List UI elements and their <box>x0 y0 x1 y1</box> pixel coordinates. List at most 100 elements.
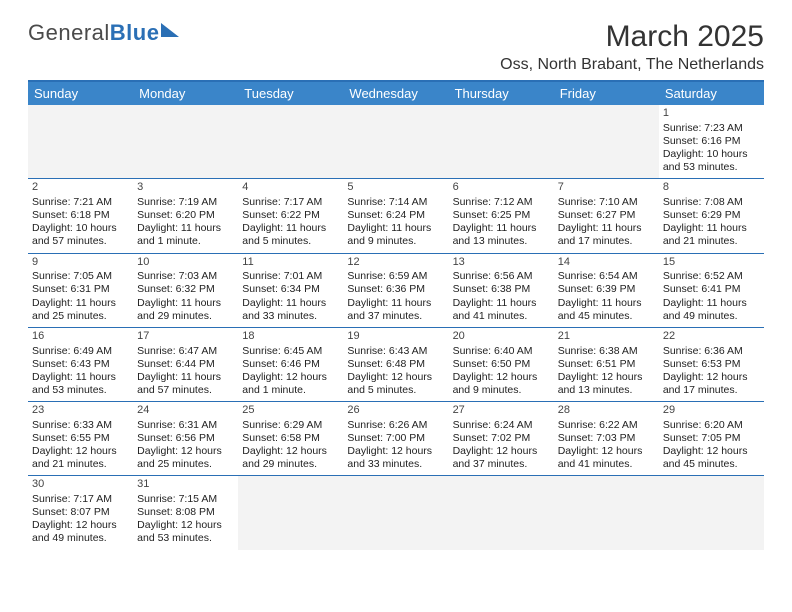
sunset-text: Sunset: 6:58 PM <box>242 432 339 445</box>
sunset-text: Sunset: 6:34 PM <box>242 283 339 296</box>
daylight-text: Daylight: 12 hours and 29 minutes. <box>242 445 339 471</box>
day-number: 16 <box>32 330 129 344</box>
sunset-text: Sunset: 7:03 PM <box>558 432 655 445</box>
day-number: 4 <box>242 181 339 195</box>
calendar-cell: 21Sunrise: 6:38 AMSunset: 6:51 PMDayligh… <box>554 327 659 401</box>
calendar-cell: 2Sunrise: 7:21 AMSunset: 6:18 PMDaylight… <box>28 179 133 253</box>
day-number: 26 <box>347 404 444 418</box>
day-number: 29 <box>663 404 760 418</box>
daylight-text: Daylight: 12 hours and 9 minutes. <box>453 371 550 397</box>
sunset-text: Sunset: 6:46 PM <box>242 358 339 371</box>
day-number: 18 <box>242 330 339 344</box>
sunset-text: Sunset: 8:08 PM <box>137 506 234 519</box>
daylight-text: Daylight: 11 hours and 53 minutes. <box>32 371 129 397</box>
calendar-cell <box>343 105 448 179</box>
day-number: 27 <box>453 404 550 418</box>
daylight-text: Daylight: 12 hours and 33 minutes. <box>347 445 444 471</box>
calendar-cell: 19Sunrise: 6:43 AMSunset: 6:48 PMDayligh… <box>343 327 448 401</box>
sunrise-text: Sunrise: 7:05 AM <box>32 270 129 283</box>
sunset-text: Sunset: 6:38 PM <box>453 283 550 296</box>
sunset-text: Sunset: 6:50 PM <box>453 358 550 371</box>
day-number: 22 <box>663 330 760 344</box>
calendar-cell <box>28 105 133 179</box>
day-number: 3 <box>137 181 234 195</box>
daylight-text: Daylight: 11 hours and 45 minutes. <box>558 297 655 323</box>
daylight-text: Daylight: 12 hours and 17 minutes. <box>663 371 760 397</box>
calendar-cell: 9Sunrise: 7:05 AMSunset: 6:31 PMDaylight… <box>28 253 133 327</box>
daylight-text: Daylight: 12 hours and 25 minutes. <box>137 445 234 471</box>
day-number: 11 <box>242 256 339 270</box>
daylight-text: Daylight: 11 hours and 21 minutes. <box>663 222 760 248</box>
day-number: 10 <box>137 256 234 270</box>
sunrise-text: Sunrise: 6:49 AM <box>32 345 129 358</box>
sunset-text: Sunset: 6:44 PM <box>137 358 234 371</box>
daylight-text: Daylight: 11 hours and 33 minutes. <box>242 297 339 323</box>
calendar-cell <box>238 476 343 550</box>
day-header: Wednesday <box>343 82 448 105</box>
sunrise-text: Sunrise: 7:08 AM <box>663 196 760 209</box>
daylight-text: Daylight: 11 hours and 17 minutes. <box>558 222 655 248</box>
daylight-text: Daylight: 11 hours and 49 minutes. <box>663 297 760 323</box>
calendar-cell <box>449 476 554 550</box>
calendar-cell: 25Sunrise: 6:29 AMSunset: 6:58 PMDayligh… <box>238 402 343 476</box>
sunset-text: Sunset: 6:43 PM <box>32 358 129 371</box>
daylight-text: Daylight: 11 hours and 5 minutes. <box>242 222 339 248</box>
daylight-text: Daylight: 12 hours and 21 minutes. <box>32 445 129 471</box>
sunrise-text: Sunrise: 7:12 AM <box>453 196 550 209</box>
sunrise-text: Sunrise: 6:33 AM <box>32 419 129 432</box>
daylight-text: Daylight: 10 hours and 57 minutes. <box>32 222 129 248</box>
day-header-row: Sunday Monday Tuesday Wednesday Thursday… <box>28 82 764 105</box>
sunset-text: Sunset: 6:16 PM <box>663 135 760 148</box>
calendar-table: Sunday Monday Tuesday Wednesday Thursday… <box>28 82 764 550</box>
calendar-cell <box>449 105 554 179</box>
sunset-text: Sunset: 6:27 PM <box>558 209 655 222</box>
sunrise-text: Sunrise: 7:15 AM <box>137 493 234 506</box>
daylight-text: Daylight: 11 hours and 37 minutes. <box>347 297 444 323</box>
day-header: Thursday <box>449 82 554 105</box>
sunset-text: Sunset: 6:39 PM <box>558 283 655 296</box>
calendar-week: 16Sunrise: 6:49 AMSunset: 6:43 PMDayligh… <box>28 327 764 401</box>
sunrise-text: Sunrise: 6:29 AM <box>242 419 339 432</box>
day-number: 17 <box>137 330 234 344</box>
daylight-text: Daylight: 11 hours and 25 minutes. <box>32 297 129 323</box>
calendar-cell: 8Sunrise: 7:08 AMSunset: 6:29 PMDaylight… <box>659 179 764 253</box>
day-number: 25 <box>242 404 339 418</box>
day-number: 13 <box>453 256 550 270</box>
calendar-cell: 17Sunrise: 6:47 AMSunset: 6:44 PMDayligh… <box>133 327 238 401</box>
calendar-cell: 7Sunrise: 7:10 AMSunset: 6:27 PMDaylight… <box>554 179 659 253</box>
sunrise-text: Sunrise: 6:38 AM <box>558 345 655 358</box>
sunrise-text: Sunrise: 7:01 AM <box>242 270 339 283</box>
calendar-week: 23Sunrise: 6:33 AMSunset: 6:55 PMDayligh… <box>28 402 764 476</box>
daylight-text: Daylight: 12 hours and 37 minutes. <box>453 445 550 471</box>
sunset-text: Sunset: 6:32 PM <box>137 283 234 296</box>
sunset-text: Sunset: 6:53 PM <box>663 358 760 371</box>
sunrise-text: Sunrise: 6:31 AM <box>137 419 234 432</box>
day-number: 30 <box>32 478 129 492</box>
sunset-text: Sunset: 7:02 PM <box>453 432 550 445</box>
day-number: 7 <box>558 181 655 195</box>
logo-text-general: General <box>28 20 110 45</box>
sunrise-text: Sunrise: 6:20 AM <box>663 419 760 432</box>
daylight-text: Daylight: 11 hours and 29 minutes. <box>137 297 234 323</box>
daylight-text: Daylight: 12 hours and 5 minutes. <box>347 371 444 397</box>
calendar-cell: 1Sunrise: 7:23 AMSunset: 6:16 PMDaylight… <box>659 105 764 179</box>
sunset-text: Sunset: 6:29 PM <box>663 209 760 222</box>
calendar-cell: 16Sunrise: 6:49 AMSunset: 6:43 PMDayligh… <box>28 327 133 401</box>
sunrise-text: Sunrise: 7:21 AM <box>32 196 129 209</box>
logo-text-blue: Blue <box>110 20 160 45</box>
header: GeneralBlue March 2025 Oss, North Braban… <box>28 20 764 74</box>
sunset-text: Sunset: 6:24 PM <box>347 209 444 222</box>
daylight-text: Daylight: 11 hours and 57 minutes. <box>137 371 234 397</box>
calendar-cell: 27Sunrise: 6:24 AMSunset: 7:02 PMDayligh… <box>449 402 554 476</box>
sunset-text: Sunset: 6:31 PM <box>32 283 129 296</box>
daylight-text: Daylight: 11 hours and 9 minutes. <box>347 222 444 248</box>
daylight-text: Daylight: 12 hours and 13 minutes. <box>558 371 655 397</box>
day-number: 31 <box>137 478 234 492</box>
day-number: 1 <box>663 107 760 121</box>
sunset-text: Sunset: 7:00 PM <box>347 432 444 445</box>
logo: GeneralBlue <box>28 20 179 46</box>
daylight-text: Daylight: 11 hours and 41 minutes. <box>453 297 550 323</box>
page-subtitle: Oss, North Brabant, The Netherlands <box>500 56 764 74</box>
calendar-cell: 24Sunrise: 6:31 AMSunset: 6:56 PMDayligh… <box>133 402 238 476</box>
calendar-cell: 6Sunrise: 7:12 AMSunset: 6:25 PMDaylight… <box>449 179 554 253</box>
